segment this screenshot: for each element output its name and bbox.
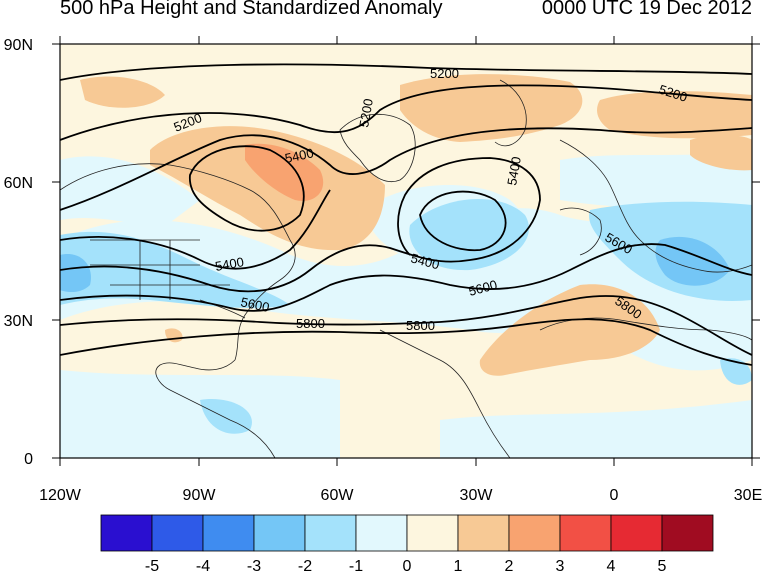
- map-plot-area: 5200 5200 5200 5200 5400 5400 5400 5400 …: [60, 44, 752, 458]
- axis-ticks: [52, 36, 760, 466]
- colorbar-swatch: [253, 514, 306, 552]
- lat-label-30n: 30N: [4, 313, 33, 330]
- colorbar-swatch: [610, 514, 663, 552]
- colorbar-swatch: [100, 514, 153, 552]
- colorbar-label: 2: [505, 558, 514, 575]
- contour-label: 5400: [409, 250, 441, 272]
- colorbar: -5 -4 -3 -2 -1 0 1 2 3 4 5: [100, 514, 714, 575]
- anomaly-negative-light: [60, 150, 752, 458]
- colorbar-label: 4: [607, 558, 616, 575]
- lon-label-60w: 60W: [321, 487, 355, 504]
- colorbar-swatch: [457, 514, 510, 552]
- colorbar-label: -3: [247, 558, 261, 575]
- colorbar-label: 0: [403, 558, 412, 575]
- anomaly-negative-strong: [60, 236, 730, 293]
- latitude-labels: 90N 60N 30N 0: [4, 37, 33, 468]
- contour-label: 5400: [284, 145, 315, 166]
- anomaly-positive-strong: [245, 143, 324, 201]
- colorbar-swatch: [202, 514, 255, 552]
- lon-label-120w: 120W: [39, 487, 82, 504]
- anomaly-positive-medium: [80, 74, 752, 376]
- colorbar-label: -1: [349, 558, 363, 575]
- contour-label: 5600: [239, 294, 270, 315]
- contour-label: 5200: [430, 66, 459, 81]
- colorbar-label: 3: [556, 558, 565, 575]
- colorbar-swatch: [508, 514, 561, 552]
- lon-label-0: 0: [610, 487, 619, 504]
- colorbar-swatch: [559, 514, 612, 552]
- contour-label: 5600: [467, 277, 499, 299]
- contour-label: 5200: [356, 97, 376, 128]
- contour-label: 5800: [296, 316, 325, 331]
- colorbar-label: 5: [658, 558, 667, 575]
- map-frame: [59, 43, 753, 459]
- colorbar-label: 1: [454, 558, 463, 575]
- colorbar-swatch: [355, 514, 408, 552]
- lat-label-60n: 60N: [4, 175, 33, 192]
- colorbar-label: -2: [298, 558, 312, 575]
- lon-label-30e: 30E: [734, 487, 762, 504]
- contour-label: 5400: [504, 155, 524, 186]
- lon-label-30w: 30W: [460, 487, 494, 504]
- lat-label-equator: 0: [24, 451, 33, 468]
- colorbar-swatch: [151, 514, 204, 552]
- longitude-labels: 120W 90W 60W 30W 0 30E: [39, 487, 762, 504]
- colorbar-swatch: [304, 514, 357, 552]
- contour-label: 5400: [214, 254, 245, 274]
- colorbar-swatch: [661, 514, 714, 552]
- map-title: 500 hPa Height and Standardized Anomaly: [60, 0, 443, 19]
- colorbar-label: -5: [145, 558, 159, 575]
- colorbar-swatch: [406, 514, 459, 552]
- colorbar-label: -4: [196, 558, 210, 575]
- height-contours: [60, 63, 752, 366]
- contour-labels: 5200 5200 5200 5200 5400 5400 5400 5400 …: [172, 66, 690, 333]
- map-timestamp: 0000 UTC 19 Dec 2012: [541, 0, 752, 19]
- lat-label-90n: 90N: [4, 37, 33, 54]
- lon-label-90w: 90W: [183, 487, 217, 504]
- contour-label: 5800: [406, 318, 435, 333]
